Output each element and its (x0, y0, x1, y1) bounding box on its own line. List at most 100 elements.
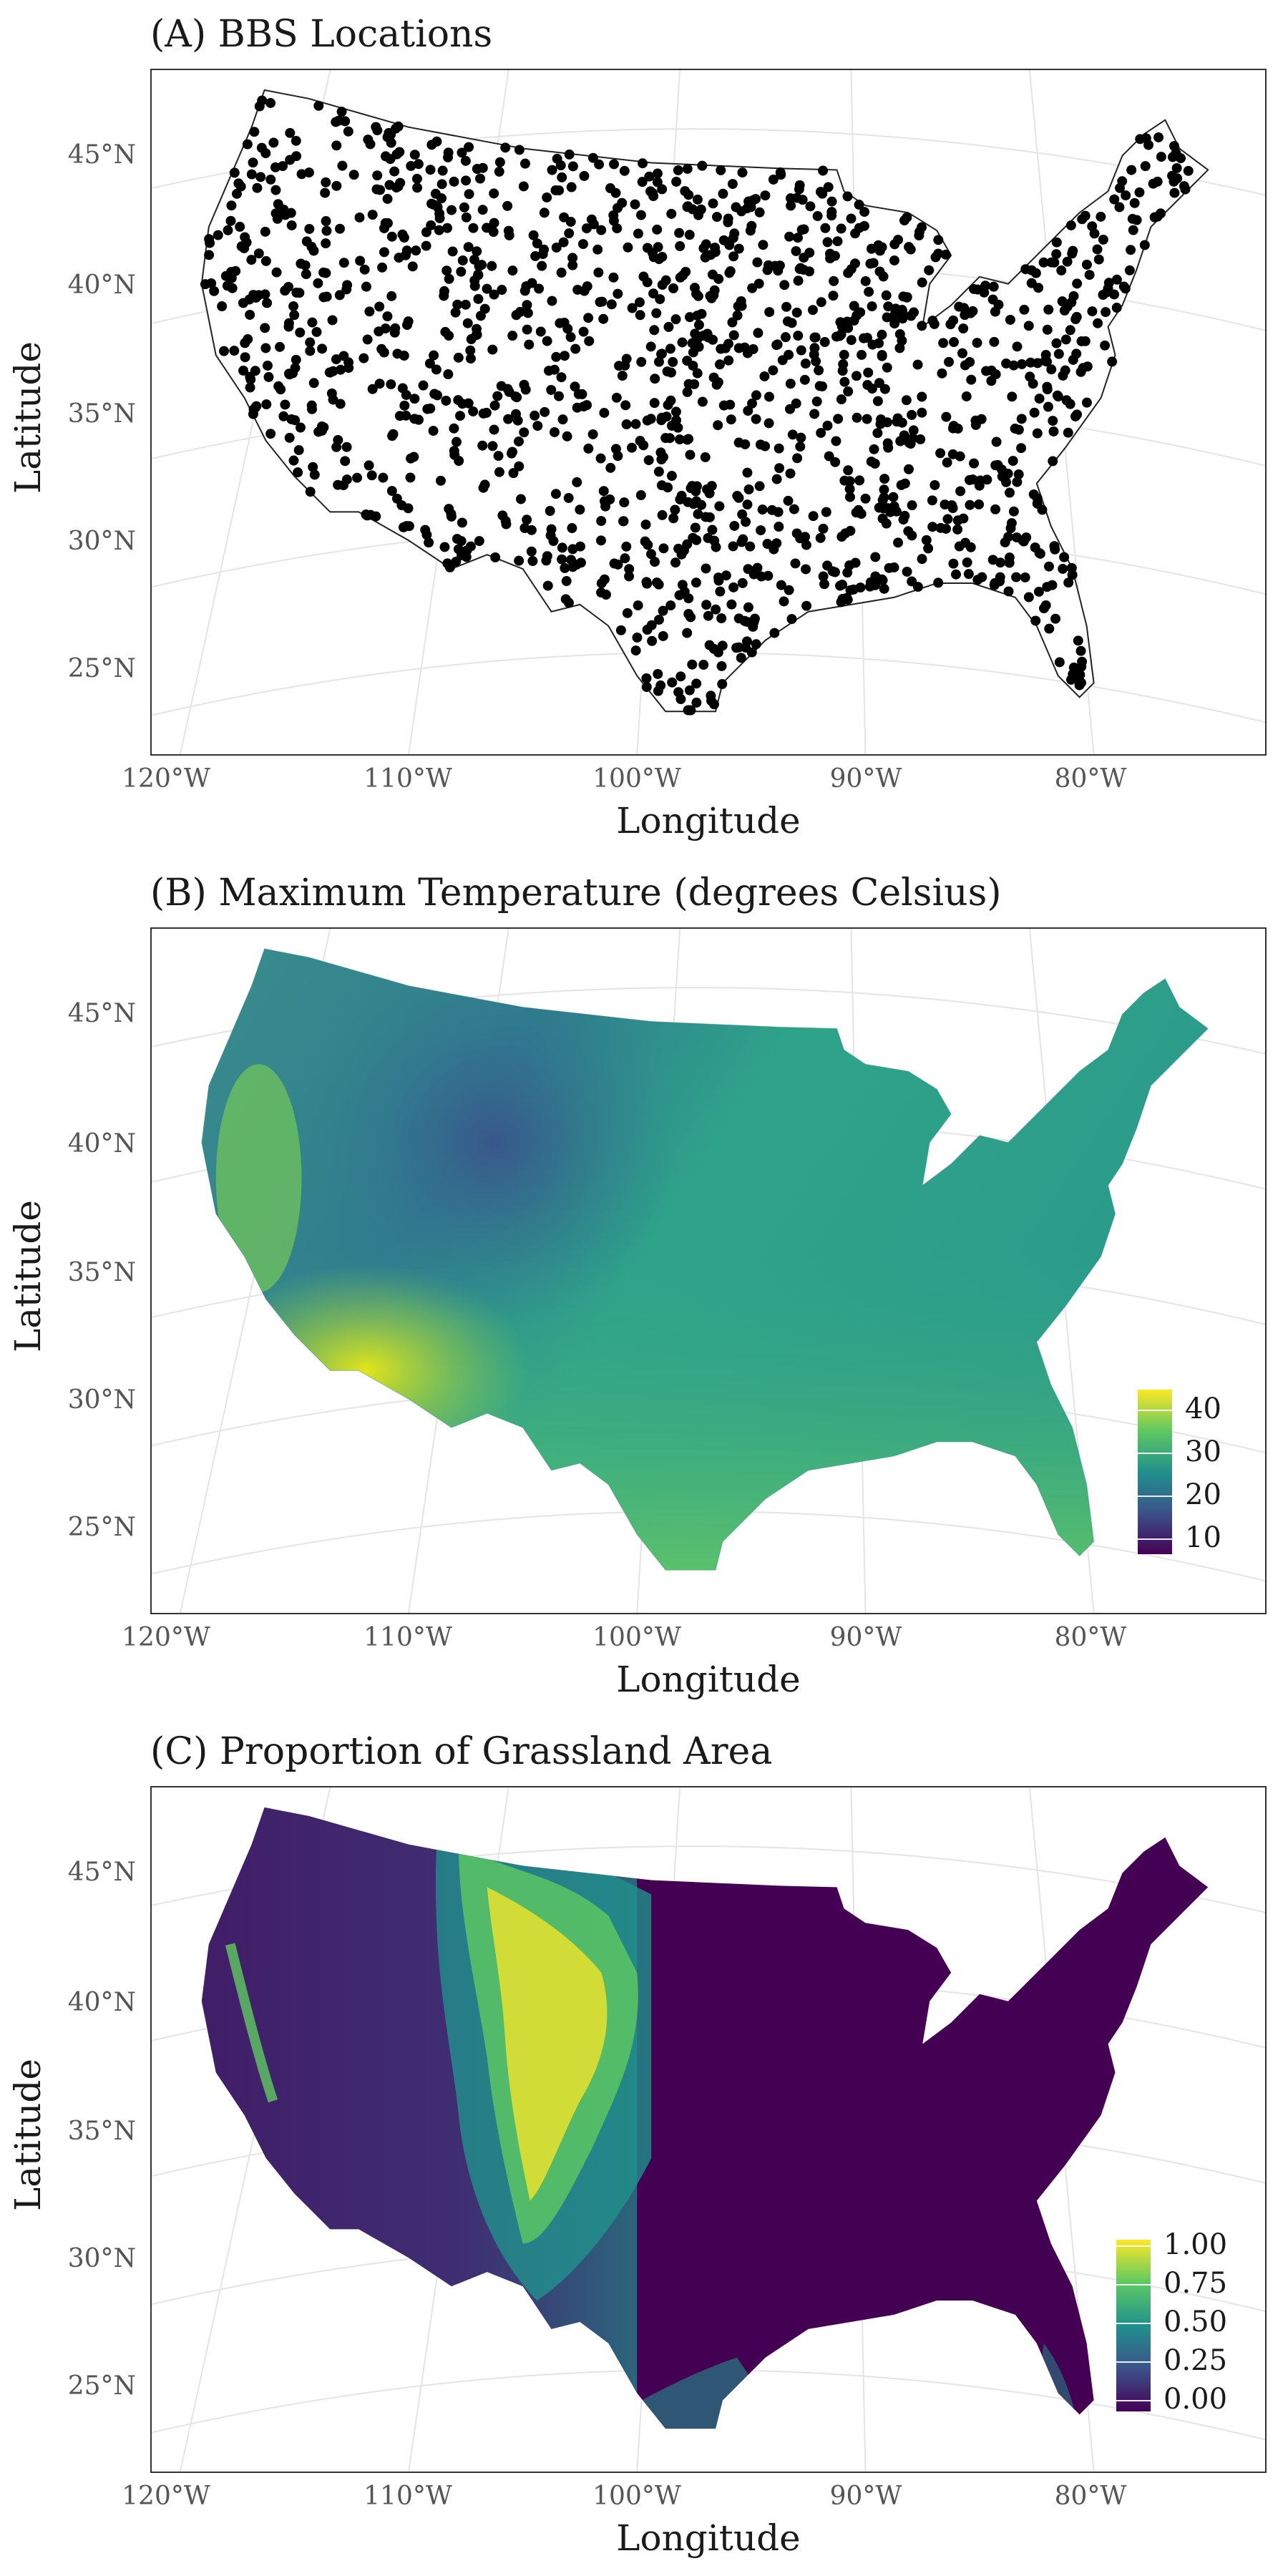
bbs-location-point (881, 518, 892, 529)
bbs-location-point (917, 321, 927, 331)
bbs-location-point (342, 280, 353, 291)
bbs-location-point (869, 458, 880, 469)
bbs-location-point (902, 566, 912, 577)
bbs-location-point (444, 273, 454, 284)
bbs-location-point (418, 380, 429, 391)
bbs-location-point (543, 366, 554, 376)
bbs-location-point (464, 142, 474, 152)
bbs-location-point (407, 261, 418, 272)
bbs-location-point (1068, 291, 1079, 301)
bbs-location-point (1016, 443, 1027, 454)
bbs-location-point (743, 564, 753, 575)
bbs-location-point (675, 494, 686, 504)
bbs-location-point (320, 187, 331, 198)
bbs-location-point (482, 283, 492, 294)
bbs-location-point (227, 283, 238, 293)
bbs-location-point (507, 331, 518, 341)
bbs-location-point (837, 366, 848, 376)
bbs-location-point (492, 391, 503, 401)
bbs-location-point (713, 273, 724, 284)
bbs-location-point (965, 357, 975, 367)
bbs-location-point (1093, 318, 1103, 328)
bbs-location-point (1093, 254, 1104, 265)
bbs-location-point (558, 237, 569, 248)
bbs-location-point (626, 442, 637, 453)
bbs-location-point (768, 174, 779, 185)
bbs-location-point (245, 382, 255, 393)
bbs-location-point (442, 223, 453, 233)
bbs-location-point (683, 201, 693, 212)
bbs-location-point (429, 350, 439, 361)
bbs-location-point (661, 411, 672, 422)
lon-tick: 120°W (122, 1623, 210, 1652)
bbs-location-point (714, 501, 725, 512)
bbs-location-point (469, 254, 479, 265)
bbs-location-point (686, 483, 696, 494)
bbs-location-point (1126, 165, 1137, 175)
grassland-raster (201, 1807, 1209, 2429)
bbs-location-point (796, 432, 806, 443)
bbs-location-point (650, 374, 660, 384)
bbs-location-point (522, 324, 532, 335)
bbs-location-point (923, 543, 934, 554)
bbs-location-point (904, 242, 914, 253)
bbs-location-point (489, 218, 499, 228)
bbs-location-point (826, 207, 837, 218)
bbs-location-point (612, 223, 623, 234)
bbs-location-point (1004, 552, 1015, 563)
bbs-location-point (248, 404, 259, 415)
bbs-location-point (1126, 245, 1136, 255)
bbs-location-point (1012, 477, 1023, 487)
bbs-location-point (640, 519, 651, 530)
bbs-location-point (1032, 428, 1043, 439)
bbs-location-point (873, 575, 884, 585)
bbs-location-point (852, 412, 862, 423)
bbs-location-point (1002, 468, 1013, 479)
panel-c-title: (C) Proportion of Grassland Area (150, 1730, 773, 1773)
bbs-location-point (1176, 153, 1186, 164)
bbs-location-point (439, 542, 450, 552)
bbs-location-point (338, 351, 349, 361)
bbs-location-point (511, 409, 521, 419)
bbs-location-point (889, 255, 899, 265)
bbs-location-point (1052, 390, 1063, 401)
bbs-location-point (539, 208, 550, 218)
bbs-location-point (1098, 290, 1108, 301)
bbs-points (200, 95, 1194, 716)
bbs-location-point (754, 207, 765, 218)
bbs-location-point (955, 486, 966, 497)
bbs-location-point (1073, 673, 1083, 683)
bbs-location-point (361, 281, 371, 292)
bbs-location-point (519, 427, 530, 438)
bbs-location-point (296, 169, 307, 180)
bbs-location-point (716, 613, 727, 624)
bbs-location-point (1139, 240, 1150, 250)
bbs-location-point (595, 453, 606, 464)
bbs-location-point (940, 249, 951, 260)
bbs-location-point (914, 230, 924, 241)
bbs-location-point (829, 275, 839, 286)
bbs-location-point (1029, 407, 1040, 418)
bbs-location-point (389, 166, 400, 177)
bbs-location-point (557, 172, 567, 182)
bbs-location-point (321, 238, 331, 249)
bbs-location-point (958, 513, 969, 524)
bbs-location-point (670, 314, 681, 325)
bbs-location-point (295, 422, 306, 433)
bbs-location-point (636, 356, 647, 367)
bbs-location-point (305, 337, 316, 348)
bbs-location-point (839, 349, 849, 360)
bbs-location-point (668, 283, 679, 293)
bbs-location-point (462, 318, 473, 328)
bbs-location-point (1073, 635, 1083, 646)
bbs-location-point (579, 171, 590, 181)
bbs-location-point (453, 352, 464, 363)
bbs-location-point (814, 365, 824, 376)
bbs-location-point (845, 492, 855, 502)
bbs-location-point (974, 480, 985, 491)
bbs-location-point (457, 517, 467, 528)
bbs-location-point (948, 421, 959, 431)
bbs-location-point (866, 243, 877, 254)
bbs-location-point (874, 245, 885, 256)
bbs-location-point (1081, 397, 1092, 408)
